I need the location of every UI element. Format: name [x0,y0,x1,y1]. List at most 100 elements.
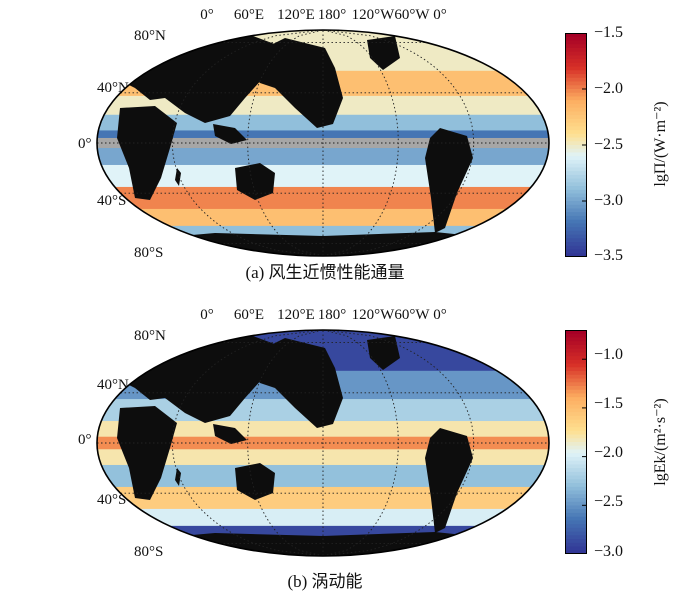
colorbar-segment [565,66,587,71]
colorbar-segment [565,520,587,525]
colorbar-segment [565,535,587,540]
colorbar-segment [565,47,587,53]
lat-tick-label: 80°S [134,544,164,560]
colorbar-tick-label: −3.0 [594,192,624,209]
colorbar-tick-label: −2.0 [594,80,624,97]
meridian-line [171,329,324,557]
colorbar-segment [565,193,587,198]
colorbar-segment [565,490,587,495]
colorbar-segment [565,542,587,548]
lon-tick-label: 120°W [351,7,395,23]
colorbar-segment [565,156,587,161]
meridian-line [322,29,475,257]
colorbar-segment [565,77,587,83]
colorbar-tick-label: −3.5 [594,247,624,264]
colorbar-segment [565,442,587,447]
meridian-line [322,29,399,257]
colorbar-title: lgΠ/(W·m⁻²) [652,101,669,187]
map-b [96,329,550,557]
colorbar-segment [565,546,587,551]
land-madagascar [175,468,181,486]
colorbar-segment [565,171,587,176]
colorbar-segment [565,230,587,236]
colorbar-segment [565,55,587,60]
colorbar-segment [565,208,587,213]
caption-b: (b) 涡动能 [287,572,363,591]
meridian-line [322,329,475,557]
colorbar-segment [565,186,587,191]
land-africa [117,406,177,500]
lon-tick-label: 180° [317,7,347,23]
lon-tick-label: 0° [433,307,447,323]
colorbar-segment [565,197,587,202]
land-maritime-asia [213,124,247,144]
meridian-line [171,29,324,257]
colorbar-segment [565,382,587,387]
colorbar-segment [565,386,587,391]
colorbar-segment [565,509,587,514]
map-outline [96,29,550,257]
colorbar-segment [565,234,587,239]
colorbar-tick-label: −3.0 [594,543,624,560]
lon-tick-labels: 0° 60°E 120°E 180° 120°W 60°W 0° [0,307,689,327]
colorbar-segment [565,333,587,339]
colorbar-segment [565,81,587,86]
colorbar-segment [565,130,587,135]
colorbar-segment [565,415,587,421]
colorbar-segment [565,404,587,409]
land-africa [117,106,177,200]
land-greenland [367,36,400,70]
colorbar-segment [565,363,587,368]
colorbar-segment [565,539,587,544]
colorbar-segment [565,524,587,529]
colorbar-segment [565,167,587,172]
meridian-line [247,329,324,557]
colorbar-segment [565,223,587,228]
colorbar-segment [565,449,587,454]
colorbar-segment [565,174,587,180]
colorbar-segment [565,40,587,45]
colorbar-tick-label: −2.5 [594,136,624,153]
colorbar-segment [565,227,587,232]
colorbar-segment [565,137,587,142]
colorbar-segment [565,501,587,507]
colorbar-segment [565,111,587,116]
colorbar-segment [565,486,587,492]
colorbar-segment [565,62,587,68]
lat-tick-label: 40°S [97,193,127,209]
colorbar-segment [565,92,587,98]
colorbar-segment [565,118,587,124]
lon-tick-label: 60°W [394,307,430,323]
colorbar-segment [565,141,587,146]
colorbar-segment [565,249,587,254]
colorbar-segment [565,148,587,154]
colorbar-segment [565,468,587,473]
colorbar-segment [565,367,587,372]
colorbar-segment [565,163,587,168]
colorbar-segment [565,100,587,105]
lon-tick-label: 180° [317,307,347,323]
colorbar-segment [565,438,587,443]
colorbar-segment [565,456,587,462]
map-a [96,29,550,257]
colorbar-title: lgEk/(m²·s⁻²) [652,398,669,486]
lat-tick-label: 0° [78,432,92,448]
colorbar-segment [565,516,587,521]
meridian-line [322,329,399,557]
land-australia [235,163,275,200]
map-outline [96,329,550,557]
colorbar-segment [565,471,587,477]
colorbar-segment [565,498,587,503]
lat-tick-label: 80°N [134,28,166,44]
colorbar-segment [565,419,587,424]
colorbar-frame [565,330,587,554]
colorbar-segment [565,445,587,451]
colorbar-tick-label: −1.5 [594,24,624,41]
colorbar-segment [565,245,587,251]
panel-b: 0° 60°E 120°E 180° 120°W 60°W 0° 80°N 40… [0,300,689,608]
lon-tick-label: 0° [200,7,214,23]
meridian-line [247,29,324,257]
colorbar-segment [565,96,587,101]
colorbar-segment [565,527,587,533]
colorbar-segment [565,219,587,224]
